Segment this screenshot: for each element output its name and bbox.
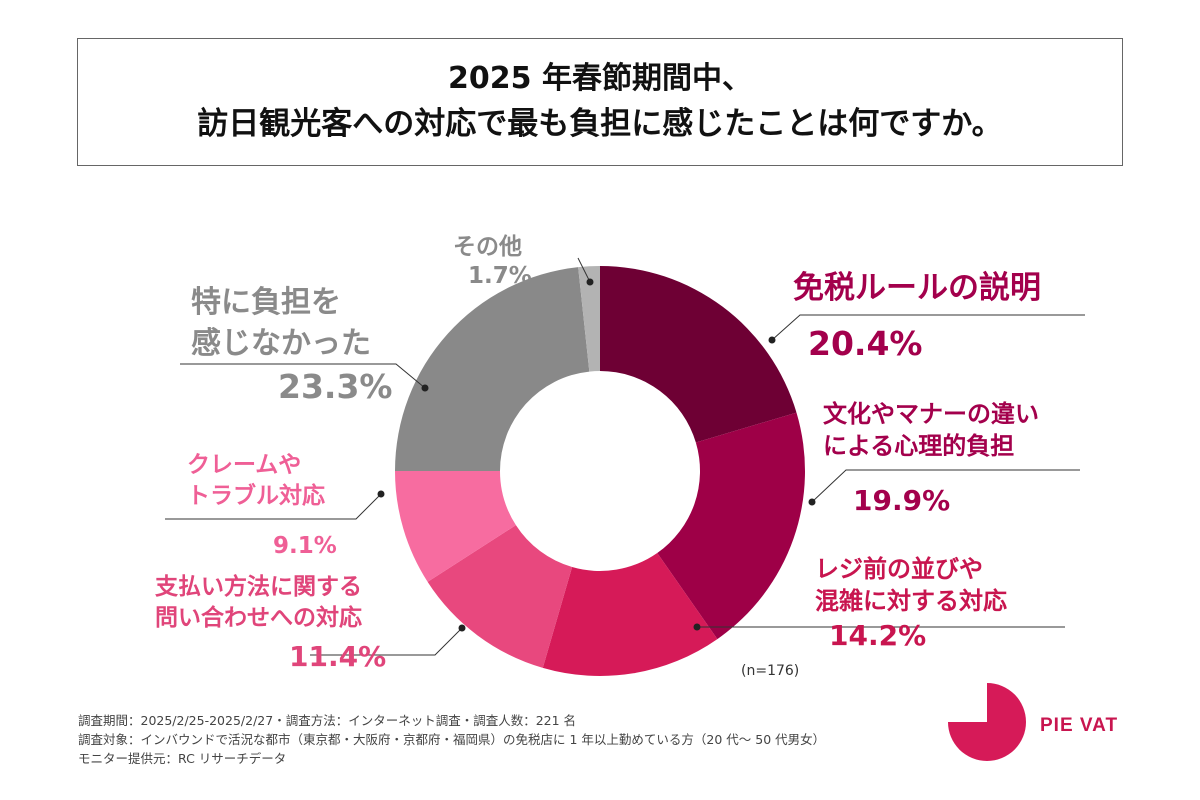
slice-4 [395,471,516,582]
chart-title-line2: 訪日観光客への対応で最も負担に感じたことは何ですか。 [197,106,1003,142]
leader-line-4 [165,493,382,520]
survey-footer: 調査期間：2025/2/25-2025/2/27・調査方法：インターネット調査・… [78,711,825,768]
slice-label-5: 特に負担を 感じなかった [191,285,371,361]
leader-dot-5 [421,384,429,392]
slice-label-2: レジ前の並びや 混雑に対する対応 [815,555,1007,616]
leader-line-3 [310,627,463,656]
title-box: 2025 年春節期間中、 訪日観光客への対応で最も負担に感じたことは何ですか。 [77,38,1123,166]
slice-value-5: 23.3% [278,367,393,406]
slice-label-6: その他 [453,234,522,260]
leader-line-6 [577,257,591,283]
slice-value-6: 1.7% [468,263,532,289]
pievat-logo-icon [948,683,1026,761]
leader-line-1 [811,469,1080,503]
slice-3 [427,525,573,668]
slice-value-0: 20.4% [808,324,923,363]
slice-0 [600,266,797,443]
slice-1 [657,412,805,640]
footer-line-2: 調査対象：インバウンドで活況な都市（東京都・大阪府・京都府・福岡県）の免税店に … [78,732,826,747]
sample-size-note: (n=176) [741,663,800,679]
slice-value-3: 11.4% [289,640,387,673]
slice-value-2: 14.2% [829,619,927,652]
slice-label-4: クレームや トラブル対応 [187,452,325,510]
leader-dot-4 [377,490,385,498]
leader-dot-1 [808,498,816,506]
leader-line-0 [771,314,1085,341]
slice-6 [578,266,600,372]
leader-line-5 [180,363,426,389]
slice-value-4: 9.1% [273,533,337,559]
leader-dot-2 [693,623,701,631]
slice-2 [542,552,718,677]
footer-line-1: 調査期間：2025/2/25-2025/2/27・調査方法：インターネット調査・… [78,713,577,728]
slice-label-3: 支払い方法に関する 問い合わせへの対応 [155,574,362,632]
chart-title-line1: 2025 年春節期間中、 [448,61,752,96]
slice-value-1: 19.9% [853,484,951,517]
slice-5 [395,267,590,471]
slice-label-0: 免税ルールの説明 [793,270,1041,306]
leader-dot-6 [586,278,594,286]
logo-text: PIE VAT [1040,715,1119,736]
leader-dot-3 [458,624,466,632]
leader-dot-0 [768,336,776,344]
slice-label-1: 文化やマナーの違い による心理的負担 [823,400,1039,461]
footer-line-3: モニター提供元：RC リサーチデータ [78,751,287,766]
